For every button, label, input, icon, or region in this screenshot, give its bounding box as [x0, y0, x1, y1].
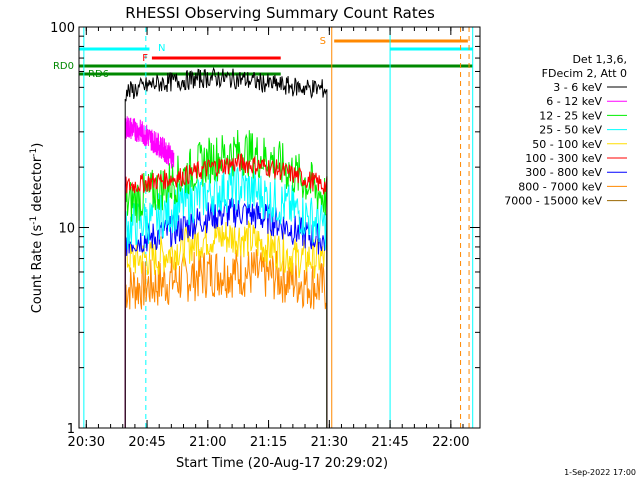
legend-label-4: 50 - 100 keV: [532, 138, 602, 151]
x-tick-label-0: 20:30: [68, 435, 105, 450]
x-tick-label-6: 22:00: [432, 435, 469, 450]
x-tick-label-4: 21:30: [311, 435, 348, 450]
vertical-markers: [83, 27, 474, 428]
flag-bars: [79, 39, 473, 76]
x-tick-label-2: 21:00: [189, 435, 226, 450]
legend-label-0: 3 - 6 keV: [553, 81, 602, 94]
axes: 20:30 20:45 21:00 21:15 21:30 21:45 22:00 100 10…: [50, 21, 480, 450]
legend-label-2: 12 - 25 keV: [539, 109, 602, 122]
y-tick-label-1: 10: [58, 222, 75, 237]
x-tick-label-3: 21:15: [250, 435, 287, 450]
x-axis-label: Start Time (20-Aug-17 20:29:02): [176, 456, 388, 471]
chart-title: RHESSI Observing Summary Count Rates: [125, 4, 435, 22]
series-line-7: [124, 248, 328, 428]
series-line-1: [124, 116, 175, 428]
legend-label-3: 25 - 50 keV: [539, 124, 602, 137]
series-group: [124, 66, 328, 428]
flag-label-rd6: RD6: [88, 69, 109, 80]
footer-timestamp: 1-Sep-2022 17:00: [564, 468, 636, 477]
flag-marker-rd6: [80, 72, 84, 76]
legend-label-7: 800 - 7000 keV: [518, 180, 602, 193]
flag-label-rd0: RD0: [53, 61, 74, 72]
series-line-4: [124, 220, 328, 428]
x-tick-label-5: 21:45: [371, 435, 408, 450]
flag-label-n: N: [158, 43, 165, 54]
series-line-0: [124, 66, 328, 428]
y-tick-label-0: 100: [50, 21, 75, 36]
legend-label-8: 7000 - 15000 keV: [504, 195, 602, 208]
legend-header-1: Det 1,3,6,: [572, 53, 627, 66]
y-tick-label-2: 1: [67, 422, 75, 437]
legend-label-1: 6 - 12 keV: [546, 95, 602, 108]
flag-label-s: S: [320, 36, 326, 47]
flag-label-f: F: [142, 53, 148, 64]
series-line-5: [124, 153, 328, 428]
x-tick-label-1: 20:45: [128, 435, 165, 450]
legend-label-5: 100 - 300 keV: [525, 152, 602, 165]
legend-header-2: FDecim 2, Att 0: [542, 67, 627, 80]
y-axis-label: Count Rate (s-1 detector-1): [29, 143, 45, 314]
legend-label-6: 300 - 800 keV: [525, 166, 602, 179]
